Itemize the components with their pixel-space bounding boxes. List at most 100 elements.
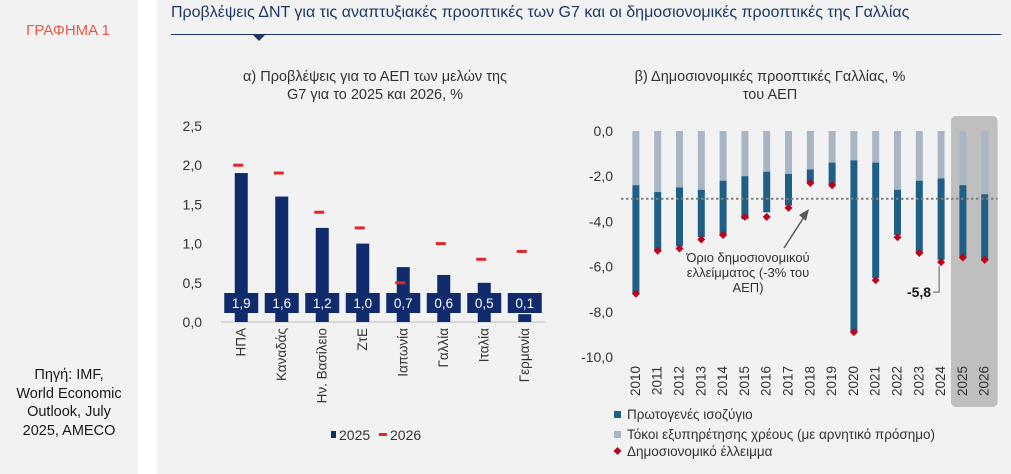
marker-2026: [273, 171, 284, 175]
x-year-label: 2023: [911, 366, 926, 396]
marker-2026: [435, 242, 446, 246]
x-category-label: Γαλλία: [436, 328, 451, 368]
y-tick-label: 1,0: [183, 236, 203, 252]
deficit-marker: [653, 246, 662, 255]
x-category-label: Γερμανία: [517, 328, 532, 382]
data-label-box: [345, 293, 380, 313]
callout-label: -5,8: [907, 284, 931, 300]
legend-swatch-2025: [331, 431, 336, 438]
data-label-box: [507, 293, 542, 313]
title-arrow: [253, 35, 265, 41]
y-tick-label: 0,0: [594, 123, 614, 139]
bar-primary-balance: [915, 180, 923, 254]
x-category-label: Ιαπωνία: [395, 328, 410, 377]
x-year-label: 2016: [759, 366, 774, 396]
x-year-label: 2026: [977, 366, 992, 396]
deficit-marker: [697, 235, 706, 244]
x-category-label: Ιταλία: [476, 328, 491, 362]
y-tick-label: 1,5: [183, 196, 203, 212]
bar-interest: [763, 131, 771, 172]
data-label-box: [305, 293, 340, 313]
data-label-box: [426, 293, 461, 313]
marker-2026: [314, 210, 325, 214]
data-label: 1,0: [353, 296, 372, 311]
x-year-label: 2021: [868, 366, 883, 396]
source-line: 2025, AMECO: [22, 422, 116, 439]
data-label: 1,2: [313, 296, 332, 311]
x-category-label: Καναδάς: [274, 328, 289, 382]
bar-2025: [275, 196, 289, 322]
source-line: Πηγή: IMF,: [34, 367, 104, 383]
bar-2025: [518, 314, 532, 322]
x-category-label: ΖτΕ: [355, 328, 370, 351]
y-tick-label: 2,0: [183, 157, 203, 173]
bar-primary-balance: [959, 185, 967, 258]
x-year-label: 2011: [650, 366, 665, 395]
bar-interest: [828, 131, 836, 163]
x-year-label: 2024: [933, 366, 948, 397]
marker-2026: [354, 226, 365, 230]
bar-primary-balance: [850, 160, 858, 333]
left-panel: ΓΡΑΦΗΜΑ 1 Πηγή: IMF, World Economic Outl…: [0, 0, 138, 474]
legend-swatch-interest: [614, 431, 621, 438]
main-panel: Προβλέψεις ΔΝΤ για τις αναπτυξιακές προο…: [157, 0, 1011, 474]
deficit-marker: [871, 276, 880, 285]
bar-interest: [697, 131, 705, 190]
deficit-marker: [893, 233, 902, 242]
deficit-marker: [631, 289, 640, 298]
data-label: 0,7: [394, 296, 413, 311]
deficit-marker: [849, 328, 858, 337]
x-year-label: 2020: [846, 366, 861, 396]
deficit-marker: [828, 181, 837, 190]
chart-b-title-line: του ΑΕΠ: [742, 87, 798, 103]
bar-primary-balance: [828, 162, 836, 186]
bar-interest: [654, 131, 662, 193]
deficit-limit-annotation: ΑΕΠ): [732, 280, 763, 295]
x-year-label: 2019: [824, 366, 839, 396]
data-label: 1,6: [272, 296, 291, 311]
data-label-box: [386, 293, 421, 313]
source-note: Πηγή: IMF, World Economic Outlook, July …: [4, 366, 134, 440]
legend-label-2026: 2026: [390, 427, 421, 443]
legend-swatch-deficit: [613, 447, 622, 455]
bar-primary-balance: [806, 169, 814, 183]
x-year-label: 2022: [890, 366, 905, 396]
chart-a-gdp-forecasts: 0,0 0,5 1,0 1,5 2,0 2,5 1,9 ΗΠΑ 1,6 Καναδάς 1,2 Ην.…: [183, 118, 545, 443]
data-label-box: [264, 293, 299, 313]
figure-label: ΓΡΑΦΗΜΑ 1: [26, 22, 110, 39]
bar-primary-balance: [981, 194, 989, 260]
bar-interest: [676, 131, 683, 188]
marker-2026: [476, 257, 487, 261]
bar-interest: [872, 131, 880, 163]
annotation-arrow-head: [799, 209, 809, 221]
x-year-label: 2010: [628, 366, 643, 396]
bar-interest: [741, 131, 749, 177]
y-tick-label: -8,0: [589, 304, 613, 320]
deficit-marker: [719, 230, 728, 239]
deficit-marker: [784, 203, 793, 212]
x-year-label: 2014: [715, 366, 730, 397]
x-category-label: ΗΠΑ: [233, 328, 248, 357]
bar-interest: [915, 131, 923, 181]
deficit-marker: [762, 212, 771, 221]
bar-primary-balance: [654, 192, 662, 251]
y-tick-label: -4,0: [589, 213, 613, 229]
bar-primary-balance: [937, 178, 945, 260]
legend-label-interest: Τόκοι εξυπηρέτησης χρέους (με αρνητικό π…: [627, 427, 935, 442]
y-tick-label: -2,0: [589, 168, 613, 184]
bar-primary-balance: [872, 162, 880, 278]
bar-primary-balance: [632, 185, 640, 294]
deficit-marker: [740, 212, 749, 221]
legend-label-deficit: Δημοσιονομικό έλλειμμα: [627, 444, 773, 459]
deficit-limit-annotation: ελλείμματος (-3% του: [687, 265, 809, 280]
y-tick-label: -10,0: [581, 349, 613, 365]
data-label: 1,9: [232, 296, 251, 311]
bar-primary-balance: [741, 176, 749, 220]
x-year-label: 2018: [802, 366, 817, 396]
deficit-marker: [915, 249, 924, 258]
bar-interest: [719, 131, 727, 181]
bar-2025: [234, 173, 248, 322]
bar-interest: [959, 131, 967, 186]
x-year-label: 2017: [781, 366, 796, 396]
legend-swatch-primary: [614, 411, 621, 418]
